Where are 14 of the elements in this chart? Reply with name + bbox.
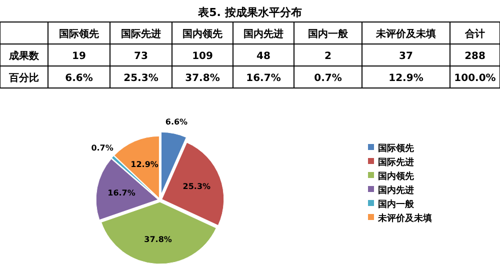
data-label: 0.7% — [91, 144, 114, 153]
legend-label: 未评价及未填 — [377, 213, 432, 224]
data-label: 16.7% — [108, 188, 136, 198]
table: 国际领先 国际先进 国内领先 国内先进 国内一般 未评价及未填 合计 成果数 19 73 109 48 2 37 288 百分比 6.6% 25.3% 37.8% 16.7% 0.7% 12.9% 100.0% — [0, 22, 500, 88]
legend-label: 国际领先 — [378, 143, 414, 154]
legend-label: 国际先进 — [378, 157, 414, 168]
legend-label: 国内一般 — [378, 199, 415, 210]
data-label: 12.9% — [130, 160, 158, 169]
data-label: 25.3% — [182, 182, 211, 192]
chart-title: 表5. 按成果水平分布 — [197, 6, 302, 19]
data-label: 6.6% — [165, 118, 188, 127]
data-label: 37.8% — [144, 235, 172, 244]
legend-label: 国内领先 — [378, 171, 414, 182]
legend-label: 国内先进 — [378, 185, 414, 196]
